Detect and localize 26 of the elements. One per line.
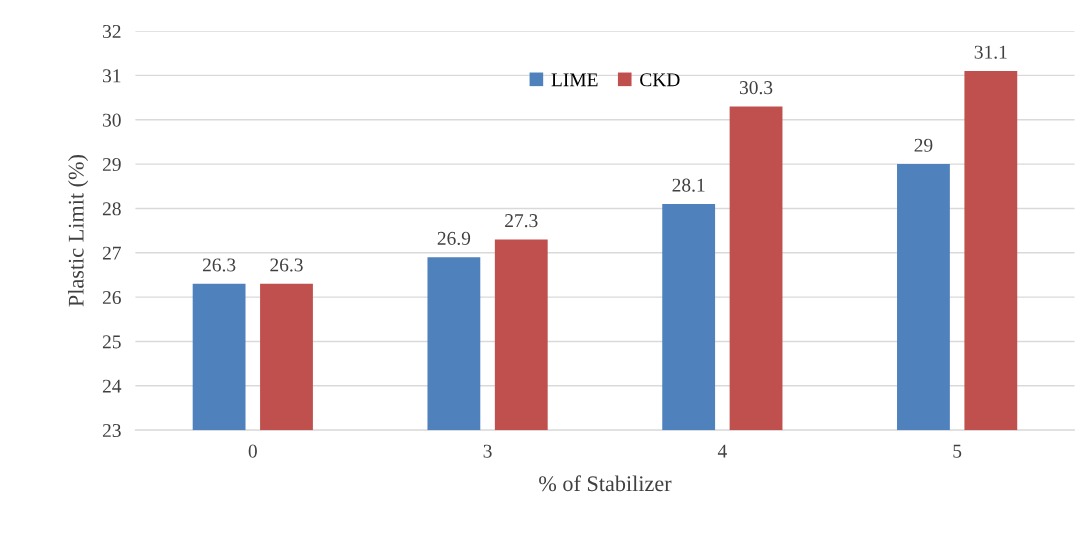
data-label: 30.3 bbox=[739, 81, 773, 95]
y-tick-label: 29 bbox=[102, 157, 121, 172]
legend-label: LIME bbox=[551, 73, 598, 87]
data-label: 29 bbox=[914, 138, 933, 152]
data-label: 27.3 bbox=[505, 214, 538, 228]
y-tick-label: 27 bbox=[102, 246, 121, 260]
x-tick-label: 3 bbox=[483, 444, 492, 458]
y-tick-label: 30 bbox=[103, 113, 121, 127]
y-axis-title: Plastic Limit (%) bbox=[68, 155, 89, 307]
y-tick-label: 25 bbox=[102, 335, 121, 349]
y-tick-label: 23 bbox=[102, 424, 121, 438]
data-label: 26.9 bbox=[437, 231, 471, 246]
x-tick-label: 0 bbox=[248, 444, 257, 458]
data-label: 26.3 bbox=[202, 258, 236, 272]
y-tick-label: 31 bbox=[103, 69, 121, 83]
y-tick-label: 24 bbox=[102, 379, 122, 393]
y-tick-label: 32 bbox=[103, 24, 121, 39]
y-tick-label: 26 bbox=[102, 290, 121, 305]
data-label: 31.1 bbox=[974, 45, 1007, 59]
data-label: 26.3 bbox=[270, 258, 303, 272]
data-label: 28.1 bbox=[672, 178, 705, 192]
x-tick-label: 4 bbox=[717, 444, 727, 458]
legend-label: CKD bbox=[640, 73, 680, 87]
x-axis-title: % of Stabilizer bbox=[539, 475, 672, 492]
x-tick-label: 5 bbox=[953, 444, 962, 458]
y-tick-label: 28 bbox=[102, 202, 121, 216]
